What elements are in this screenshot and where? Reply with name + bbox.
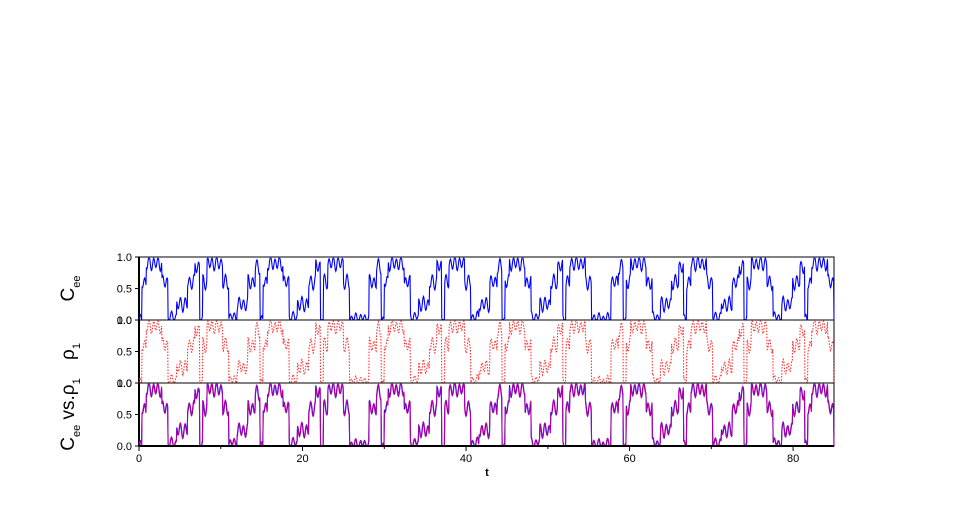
panel-1: 0.0 0.5 1.0 Cee <box>58 252 835 327</box>
y-tick-label: 0.5 <box>117 284 132 296</box>
panel-frame <box>138 256 835 321</box>
panel-2: 0.00.51.0ρ1 <box>58 315 835 390</box>
y-axis-label: ρ1 <box>58 343 83 360</box>
y-tick-label: 1.0 <box>117 252 132 264</box>
y-label-sub: ee <box>71 425 83 437</box>
x-tick-label: 40 <box>460 453 472 465</box>
panel-frame <box>138 382 835 447</box>
x-axis: 0 20 40 60 80 <box>136 445 834 465</box>
series-line-1 <box>138 319 835 385</box>
panel-3: 0.0 0.5 1.0 Cee vs.ρ1 <box>58 378 835 453</box>
x-tick-label: 0 <box>136 453 142 465</box>
y-label-suffix: vs.ρ <box>58 384 79 425</box>
series-line-1 <box>138 382 835 448</box>
y-tick-label: 0.0 <box>117 315 132 327</box>
x-tick-label: 20 <box>296 453 308 465</box>
y-tick-label: 1.0 <box>117 378 132 390</box>
y-label-sub2: 1 <box>71 378 83 384</box>
y-label-sub: 1 <box>71 343 83 349</box>
x-axis-label: t <box>485 467 489 479</box>
y-tick-label: 0.5 <box>117 410 132 422</box>
y-label-sub: ee <box>71 276 83 288</box>
y-axis-label: Cee <box>58 276 83 302</box>
x-tick-label: 60 <box>623 453 635 465</box>
y-tick-label: 0.0 <box>117 378 132 390</box>
y-axis-label: Cee vs.ρ1 <box>58 378 83 450</box>
y-label-main: C <box>58 288 79 302</box>
y-label-main: ρ <box>58 349 79 360</box>
panel-frame <box>138 319 835 384</box>
x-tick-label: 80 <box>787 453 799 465</box>
series-line-2 <box>138 383 835 448</box>
y-tick-label: 1.0 <box>117 315 132 327</box>
y-tick-label: 0.0 <box>117 441 132 453</box>
y-tick-label: 0.5 <box>117 347 132 359</box>
series-line-1 <box>138 256 835 322</box>
y-label-main: C <box>58 437 79 451</box>
